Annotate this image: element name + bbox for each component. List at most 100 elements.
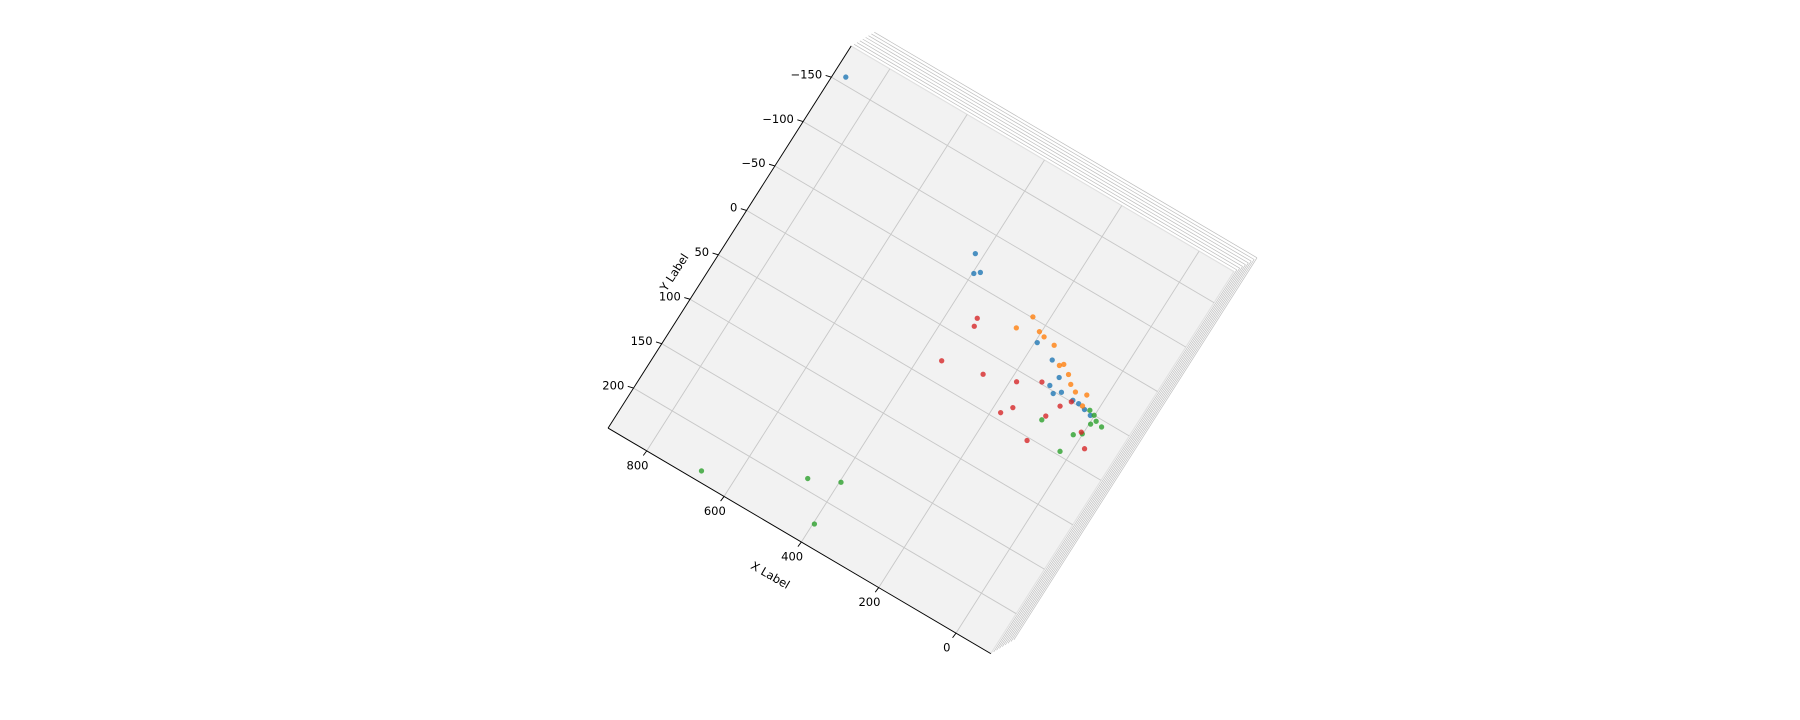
y-axis (607, 45, 852, 429)
y-tick (712, 252, 719, 256)
point (1065, 371, 1072, 378)
y-tick-label: 150 (631, 334, 653, 348)
pane (607, 31, 1258, 655)
point (1058, 389, 1065, 395)
point (1068, 381, 1074, 388)
grid-line (661, 343, 1045, 570)
y-tick (627, 385, 634, 389)
point (1034, 339, 1040, 346)
grid (633, 68, 1215, 634)
y-tick (797, 119, 804, 122)
y-tick (768, 163, 775, 167)
wall-edge (1004, 262, 1249, 646)
grid-line (831, 76, 1215, 304)
point (971, 323, 977, 329)
point (997, 410, 1004, 416)
y-tick-label: 50 (694, 245, 709, 259)
y-tick (740, 208, 747, 211)
grid-line (633, 387, 1017, 615)
point (1087, 421, 1094, 427)
wall-edge (999, 266, 1243, 649)
point (1030, 314, 1036, 320)
grid-line (800, 159, 1045, 543)
point (1072, 389, 1079, 395)
y-tick-label: −150 (791, 67, 823, 81)
point (805, 475, 811, 482)
grid-line (802, 121, 1187, 348)
point (1079, 403, 1086, 409)
x-tick-label: 600 (704, 504, 726, 518)
wall-edge (871, 33, 1255, 260)
x-tick (952, 632, 957, 639)
grid-line (746, 210, 1130, 437)
wall-edge (1002, 264, 1246, 647)
x-axis (607, 427, 992, 655)
point (974, 315, 980, 321)
point (1070, 432, 1076, 438)
wall-edge (1010, 259, 1255, 642)
y-tick (655, 341, 662, 345)
grid-line (689, 298, 1074, 526)
point (838, 479, 844, 485)
point (1036, 329, 1043, 335)
wall-edge (1013, 257, 1258, 640)
point (1013, 325, 1019, 331)
point (1061, 361, 1067, 368)
x-tick (720, 496, 725, 502)
wall-edge (862, 38, 1246, 265)
wall-edge (993, 269, 1238, 653)
point (1041, 334, 1047, 340)
wall-edge (865, 37, 1249, 264)
point (1050, 390, 1056, 397)
y-tick-label: 100 (659, 289, 681, 303)
point (1087, 407, 1093, 413)
point (1057, 448, 1063, 454)
floor-pane (607, 45, 1235, 655)
point (1024, 437, 1030, 444)
point (1039, 417, 1045, 423)
wall-edge (868, 35, 1252, 262)
point (977, 269, 984, 276)
grid-line (774, 165, 1158, 392)
point (1051, 342, 1057, 348)
x-tick-label: 200 (858, 595, 880, 609)
point (1093, 418, 1099, 424)
point (1049, 357, 1055, 363)
point (1057, 403, 1063, 409)
y-tick-label: 0 (730, 201, 737, 215)
point (1075, 401, 1082, 407)
wall-edge (996, 267, 1240, 651)
points (698, 74, 1105, 527)
point (1084, 392, 1090, 398)
point (811, 521, 818, 527)
point (1043, 413, 1049, 419)
y-tick-label: −50 (741, 156, 765, 170)
point (1039, 379, 1045, 385)
wall-edge (874, 31, 1258, 259)
wall-edge (1007, 261, 1252, 644)
grid-line (646, 68, 891, 452)
point (1047, 382, 1053, 389)
x-tick (797, 541, 802, 547)
point (843, 74, 849, 80)
y-tick-label: −100 (762, 112, 794, 126)
point (971, 270, 977, 277)
point (1056, 362, 1063, 369)
y-tick (825, 74, 832, 78)
y-axis-label: Y Label (657, 251, 692, 294)
wall-edge (853, 44, 1237, 271)
x-tick-label: 800 (627, 458, 649, 472)
point (1098, 424, 1105, 430)
point (1081, 446, 1088, 452)
point (972, 250, 978, 257)
grid-line (718, 254, 1102, 481)
wall-edge (859, 40, 1243, 267)
point (698, 468, 705, 474)
y-tick-label: 200 (602, 378, 624, 392)
point (1091, 412, 1097, 418)
x-tick (874, 587, 880, 593)
point (1078, 429, 1084, 435)
point (1013, 379, 1020, 385)
